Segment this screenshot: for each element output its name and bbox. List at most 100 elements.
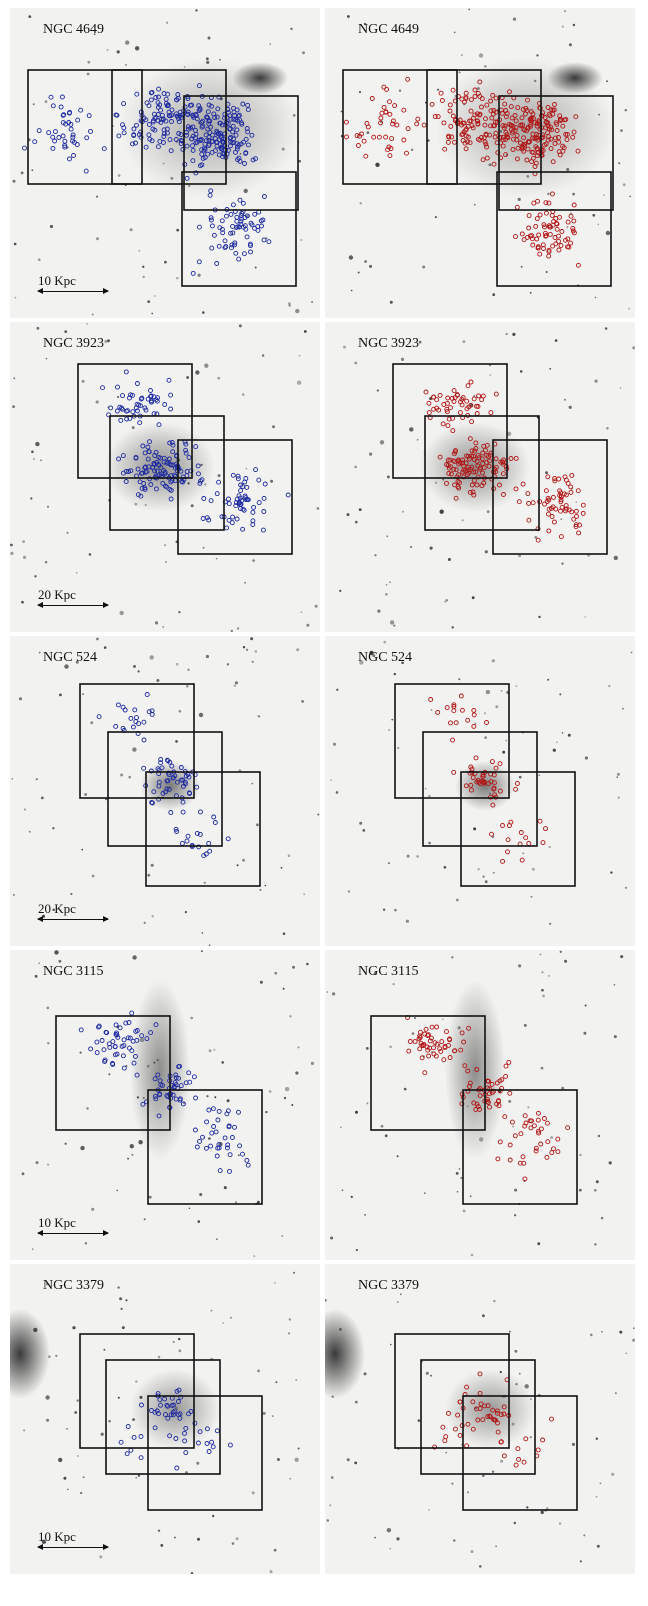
- cluster-marker: [378, 120, 383, 126]
- cluster-marker: [503, 1073, 509, 1079]
- background-star: [117, 395, 120, 399]
- cluster-marker: [243, 497, 249, 503]
- cluster-marker: [431, 1051, 437, 1057]
- background-star: [13, 377, 16, 380]
- cluster-marker: [152, 1076, 158, 1082]
- cluster-marker: [214, 1428, 220, 1434]
- background-star: [20, 171, 24, 175]
- background-star: [601, 1330, 603, 1333]
- cluster-marker: [115, 384, 120, 390]
- cluster-marker: [208, 1143, 214, 1149]
- background-star: [364, 260, 367, 263]
- background-star: [132, 747, 137, 752]
- cluster-marker: [117, 1025, 123, 1031]
- cluster-marker: [128, 392, 133, 398]
- cluster-marker: [441, 1057, 447, 1063]
- background-star: [297, 1447, 300, 1450]
- background-star: [127, 1157, 130, 1160]
- background-star: [447, 558, 451, 561]
- cluster-marker: [138, 1455, 144, 1461]
- cluster-marker: [459, 122, 465, 128]
- background-star: [633, 1327, 635, 1329]
- cluster-marker: [235, 476, 241, 482]
- cluster-marker: [233, 132, 239, 138]
- background-star: [190, 1016, 193, 1020]
- cluster-marker: [477, 1371, 483, 1377]
- cluster-marker: [466, 453, 471, 459]
- cluster-marker: [521, 237, 527, 243]
- cluster-marker: [361, 138, 367, 144]
- cluster-marker: [190, 143, 195, 149]
- cluster-marker: [500, 123, 506, 129]
- background-star: [550, 1136, 554, 1140]
- cluster-marker: [145, 444, 151, 450]
- cluster-marker: [519, 857, 525, 863]
- cluster-marker: [514, 204, 520, 210]
- cluster-marker: [229, 245, 234, 251]
- background-star: [197, 1220, 201, 1223]
- background-star: [99, 1555, 103, 1559]
- background-star: [536, 54, 539, 57]
- cluster-marker: [101, 146, 107, 152]
- cluster-marker: [482, 139, 488, 145]
- cluster-marker: [461, 99, 467, 105]
- cluster-marker: [504, 132, 510, 138]
- cluster-marker: [553, 241, 559, 247]
- background-star: [423, 1192, 426, 1194]
- field-frame: [145, 771, 261, 887]
- cluster-marker: [143, 117, 149, 123]
- background-star: [75, 571, 78, 574]
- background-star: [11, 778, 14, 780]
- cluster-marker: [177, 1097, 183, 1103]
- background-star: [265, 1110, 268, 1114]
- cluster-marker: [571, 129, 577, 135]
- cluster-marker: [114, 112, 120, 118]
- background-star: [214, 1096, 217, 1099]
- cluster-marker: [171, 1402, 177, 1408]
- cluster-marker: [180, 809, 186, 815]
- cluster-marker: [236, 256, 242, 262]
- cluster-marker: [177, 1415, 183, 1421]
- cluster-marker: [176, 119, 182, 125]
- cluster-marker: [227, 1168, 232, 1174]
- cluster-marker: [493, 391, 499, 397]
- cluster-marker: [479, 397, 485, 403]
- cluster-marker: [484, 144, 490, 150]
- background-star: [212, 1514, 215, 1518]
- background-star: [316, 507, 320, 510]
- cluster-marker: [190, 270, 196, 276]
- cluster-marker: [130, 1038, 136, 1044]
- cluster-marker: [365, 124, 371, 130]
- background-star: [143, 921, 146, 924]
- cluster-marker: [222, 238, 228, 244]
- cluster-marker: [500, 459, 506, 465]
- background-star: [176, 277, 179, 280]
- cluster-marker: [212, 148, 218, 154]
- cluster-marker: [205, 151, 211, 157]
- background-star: [478, 53, 484, 58]
- field-frame: [460, 771, 576, 887]
- background-star: [362, 829, 366, 832]
- field-frame: [177, 439, 293, 555]
- background-star: [259, 980, 263, 984]
- cluster-marker: [471, 469, 477, 475]
- cluster-marker: [444, 409, 450, 415]
- background-star: [208, 944, 211, 946]
- background-star: [96, 637, 99, 641]
- cluster-marker: [559, 229, 565, 234]
- cluster-marker: [168, 392, 174, 398]
- background-star: [484, 880, 488, 884]
- cluster-marker: [168, 496, 174, 502]
- cluster-marker: [173, 1075, 179, 1081]
- cluster-marker: [131, 1434, 137, 1440]
- cluster-marker: [387, 153, 393, 159]
- background-star: [306, 623, 310, 627]
- cluster-marker: [565, 244, 570, 250]
- background-star: [84, 1242, 88, 1245]
- cluster-marker: [568, 489, 574, 495]
- cluster-marker: [224, 114, 230, 120]
- cluster-marker: [253, 156, 258, 162]
- cluster-marker: [121, 130, 127, 136]
- cluster-marker: [236, 142, 242, 148]
- cluster-marker: [445, 395, 451, 401]
